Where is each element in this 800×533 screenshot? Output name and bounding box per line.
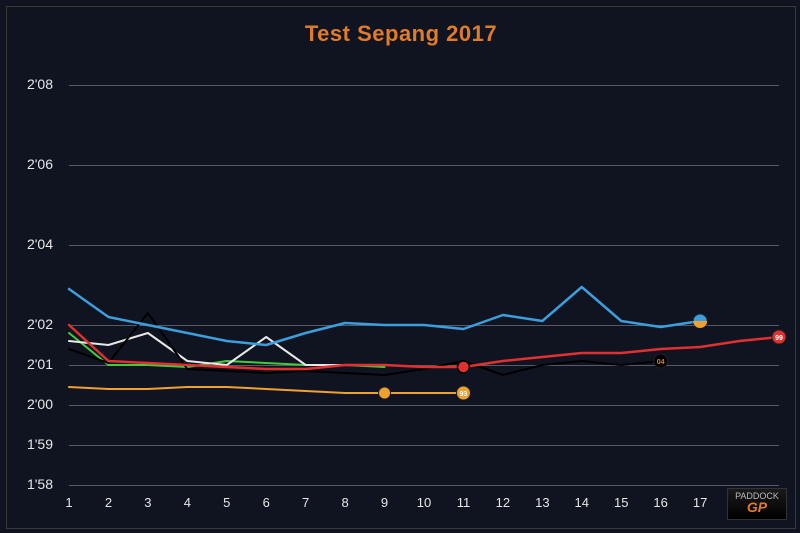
x-tick-label: 14 bbox=[575, 495, 589, 510]
x-tick-label: 9 bbox=[381, 495, 388, 510]
series-orange bbox=[69, 387, 463, 393]
x-tick-label: 3 bbox=[144, 495, 151, 510]
x-tick-label: 2 bbox=[105, 495, 112, 510]
x-tick-label: 10 bbox=[417, 495, 431, 510]
x-tick-label: 1 bbox=[65, 495, 72, 510]
x-tick-label: 11 bbox=[457, 495, 471, 510]
x-tick-label: 7 bbox=[302, 495, 309, 510]
chart-frame: Test Sepang 2017 1'581'592'002'012'022'0… bbox=[6, 6, 796, 529]
x-tick-label: 4 bbox=[184, 495, 191, 510]
paddock-gp-logo: PADDOCK GP bbox=[727, 488, 787, 520]
x-tick-label: 5 bbox=[223, 495, 230, 510]
x-tick-label: 12 bbox=[496, 495, 510, 510]
marker-red bbox=[457, 361, 469, 373]
x-tick-label: 17 bbox=[693, 495, 707, 510]
x-tick-label: 8 bbox=[341, 495, 348, 510]
svg-text:93: 93 bbox=[460, 391, 468, 398]
svg-text:04: 04 bbox=[657, 359, 665, 366]
logo-bottom: GP bbox=[728, 499, 786, 515]
x-tick-label: 15 bbox=[614, 495, 628, 510]
plot-area: 93 04 99 bbox=[7, 7, 799, 495]
x-tick-label: 13 bbox=[535, 495, 549, 510]
marker-orange bbox=[379, 387, 391, 399]
x-tick-label: 16 bbox=[653, 495, 667, 510]
x-tick-label: 6 bbox=[263, 495, 270, 510]
svg-text:99: 99 bbox=[775, 335, 783, 342]
